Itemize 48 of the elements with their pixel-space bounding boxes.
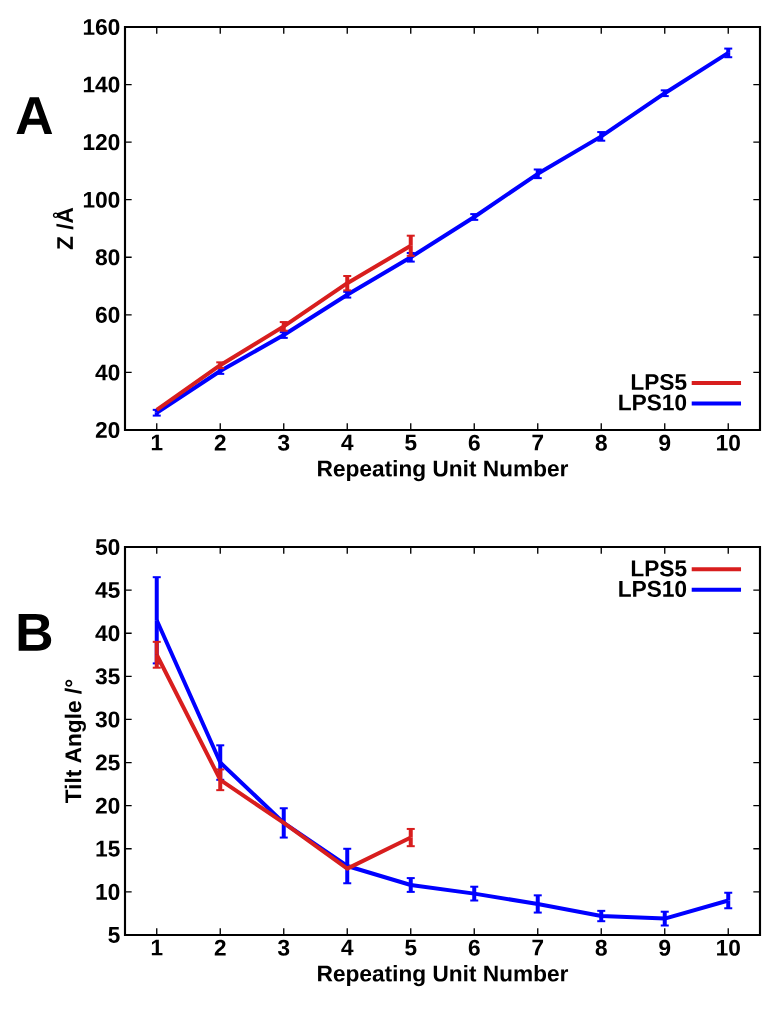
y-tick-label: 120 xyxy=(83,134,120,151)
x-tick-label: 1 xyxy=(151,939,163,956)
y-tick-label: 40 xyxy=(95,625,120,642)
x-tick-label: 6 xyxy=(468,939,480,956)
y-tick-label: 50 xyxy=(95,538,120,556)
y-tick-label: 40 xyxy=(95,364,120,381)
y-tick-label: 100 xyxy=(83,191,120,208)
y-tick-label: 10 xyxy=(96,883,120,900)
y-tick-label: 15 xyxy=(96,840,120,857)
y-tick-label: 25 xyxy=(95,754,120,771)
x-tick-label: 8 xyxy=(595,939,607,956)
y-tick-label: 35 xyxy=(95,668,120,685)
y-tick-label: 160 xyxy=(83,18,120,36)
x-tick-label: 1 xyxy=(151,434,163,451)
x-tick-label: 4 xyxy=(341,939,354,956)
x-tick-label: 5 xyxy=(405,434,417,451)
x-tick-label: 6 xyxy=(468,434,480,451)
legend-label: LPS10 xyxy=(619,394,687,411)
x-tick-label: 10 xyxy=(717,434,740,451)
y-tick-label: 20 xyxy=(95,797,120,814)
y-tick-label: 60 xyxy=(95,306,120,323)
legend-label: LPS5 xyxy=(631,560,687,577)
y-tick-label: 30 xyxy=(95,711,120,728)
y-tick-label: 5 xyxy=(108,927,120,943)
y-axis-title: Tilt Angle /° xyxy=(64,679,86,803)
y-axis-title: Z /Å xyxy=(52,207,74,250)
x-axis-title: Repeating Unit Number xyxy=(318,964,569,987)
y-tick-label: 80 xyxy=(95,249,120,266)
y-tick-label: 140 xyxy=(83,76,120,93)
text: A xyxy=(16,97,53,134)
legend-label: LPS10 xyxy=(619,580,687,597)
text: B xyxy=(18,614,52,651)
x-axis-title: Repeating Unit Number xyxy=(318,459,569,482)
x-tick-label: 10 xyxy=(717,939,740,956)
x-tick-label: 7 xyxy=(532,434,544,451)
y-tick-label: 45 xyxy=(95,582,120,599)
x-tick-label: 7 xyxy=(532,939,544,956)
x-tick-label: 2 xyxy=(214,434,226,451)
y-tick-label: 20 xyxy=(95,421,120,439)
legend-label: LPS5 xyxy=(631,373,687,391)
x-tick-label: 9 xyxy=(659,434,671,451)
x-tick-label: 2 xyxy=(214,939,226,956)
x-tick-label: 5 xyxy=(405,939,417,956)
x-tick-label: 9 xyxy=(659,939,671,956)
x-tick-label: 4 xyxy=(341,434,354,451)
x-tick-label: 3 xyxy=(277,939,290,956)
x-tick-label: 3 xyxy=(277,434,290,451)
x-tick-label: 8 xyxy=(595,434,607,451)
